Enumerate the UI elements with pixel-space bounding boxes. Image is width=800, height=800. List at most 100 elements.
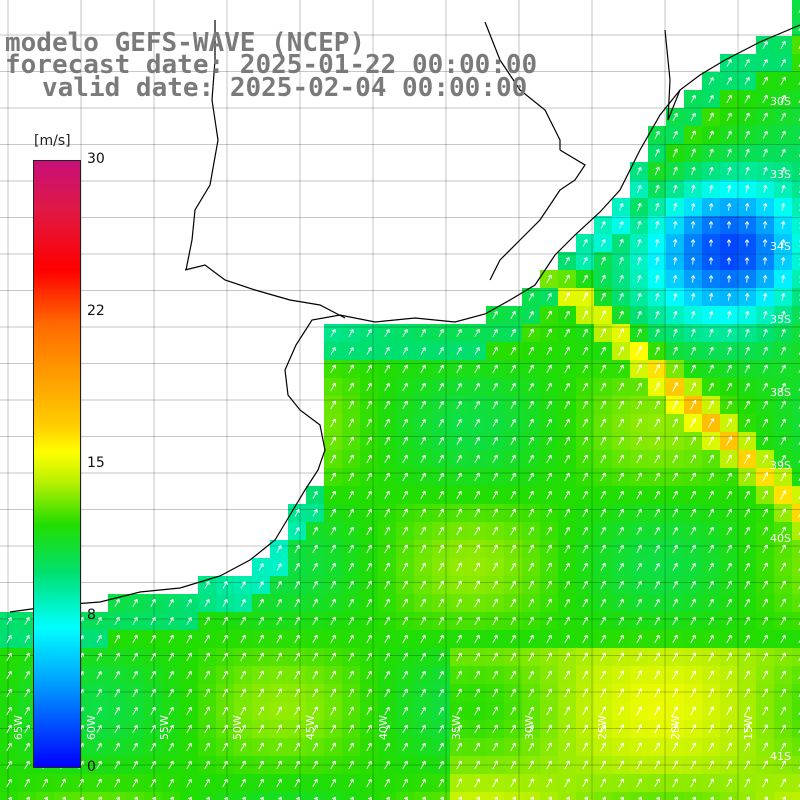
wind-arrow (402, 508, 408, 518)
wind-arrow (528, 400, 534, 410)
wind-arrow (582, 616, 588, 626)
wind-arrow (492, 634, 498, 644)
wind-arrow (708, 293, 714, 301)
wind-arrow (366, 544, 372, 554)
wind-arrow (366, 706, 372, 716)
wind-arrow (726, 275, 732, 283)
wind-cell (792, 216, 800, 235)
wind-arrow (366, 634, 372, 644)
wind-arrow (618, 454, 624, 464)
wind-arrow (438, 508, 444, 518)
wind-arrow (276, 652, 282, 662)
wind-arrow (384, 562, 390, 572)
wind-arrow (258, 742, 264, 752)
wind-arrow (294, 562, 300, 571)
wind-arrow (222, 706, 228, 716)
wind-arrow (762, 436, 768, 446)
wind-arrow (690, 148, 696, 158)
wind-arrow (672, 616, 678, 626)
wind-arrow (691, 293, 696, 301)
wind-arrow (348, 382, 354, 392)
wind-arrow (582, 562, 588, 572)
wind-cell (792, 774, 800, 793)
wind-arrow (96, 760, 102, 770)
wind-arrow (762, 544, 768, 554)
wind-arrow (366, 598, 372, 608)
wind-arrow (420, 634, 426, 644)
wind-arrow (222, 616, 228, 626)
wind-arrow (6, 742, 12, 752)
wind-arrow (618, 202, 624, 211)
wind-arrow (618, 346, 624, 356)
wind-arrow (762, 202, 768, 211)
wind-cell (792, 540, 800, 559)
wind-arrow (726, 670, 732, 680)
wind-arrow (762, 562, 768, 572)
wind-arrow (690, 670, 697, 680)
wind-arrow (636, 598, 642, 608)
wind-arrow (690, 544, 696, 553)
wind-arrow (222, 652, 228, 662)
wind-arrow (420, 418, 426, 428)
wind-arrow (618, 760, 624, 770)
wind-arrow (492, 616, 498, 626)
wind-arrow (781, 202, 786, 211)
wind-arrow (690, 239, 696, 247)
wind-cell (414, 792, 433, 800)
wind-arrow (420, 616, 426, 626)
wind-arrow (690, 508, 696, 518)
wind-arrow (744, 652, 750, 662)
wind-cell (792, 414, 800, 433)
wind-arrow (726, 257, 732, 265)
wind-arrow (780, 328, 786, 338)
wind-arrow (294, 527, 300, 535)
wind-arrow (456, 418, 462, 427)
wind-arrow (474, 670, 480, 680)
wind-arrow (456, 436, 462, 445)
wind-arrow (726, 130, 732, 140)
wind-arrow (420, 724, 426, 734)
wind-cell (792, 306, 800, 325)
wind-arrow (654, 760, 660, 770)
wind-arrow (330, 760, 336, 770)
wind-arrow (798, 657, 800, 662)
wind-arrow (546, 364, 552, 374)
wind-arrow (726, 436, 733, 446)
wind-arrow (240, 652, 246, 662)
wind-arrow (456, 670, 462, 680)
wind-arrow (438, 544, 444, 554)
wind-arrow (727, 166, 732, 176)
wind-arrow (6, 760, 12, 770)
wind-arrow (420, 454, 426, 464)
wind-arrow (582, 688, 588, 698)
wind-arrow (708, 94, 714, 103)
wind-arrow (798, 495, 800, 500)
wind-arrow (582, 706, 588, 716)
wind-arrow (780, 724, 786, 734)
wind-arrow (582, 400, 588, 410)
wind-arrow (456, 634, 462, 644)
wind-arrow (114, 616, 120, 625)
wind-arrow (96, 706, 102, 715)
wind-arrow (672, 580, 678, 589)
wind-arrow (745, 184, 750, 193)
wind-arrow (528, 508, 534, 518)
wind-arrow (6, 724, 12, 734)
wind-arrow (564, 256, 570, 265)
wind-arrow (780, 508, 786, 518)
wind-arrow (492, 472, 498, 482)
wind-arrow (420, 760, 426, 770)
wind-arrow (330, 598, 336, 608)
wind-arrow (186, 670, 192, 680)
wind-arrow (510, 634, 516, 644)
wind-arrow (456, 562, 462, 572)
wind-arrow (726, 616, 732, 626)
wind-arrow (438, 724, 444, 733)
wind-arrow (312, 778, 318, 788)
wind-arrow (546, 328, 552, 338)
wind-arrow (348, 652, 354, 662)
wind-arrow (745, 328, 750, 338)
wind-arrow (762, 76, 768, 86)
wind-cell (792, 468, 800, 487)
wind-arrow (618, 544, 624, 554)
